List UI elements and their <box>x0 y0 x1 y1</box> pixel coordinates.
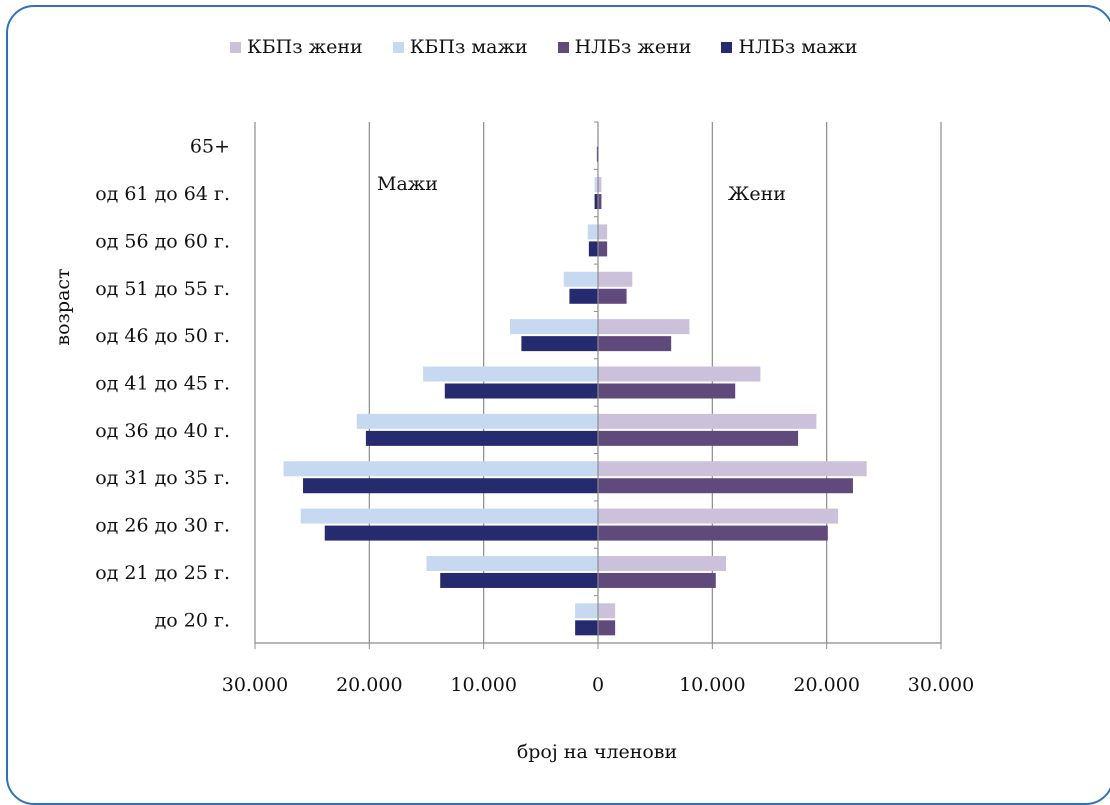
bar-НЛБз-жени-8 <box>598 525 828 541</box>
bar-НЛБз-жени-3 <box>598 288 627 304</box>
y-tick-label-8: од 26 до 30 г. <box>95 515 230 537</box>
bar-КБПз-мажи-4 <box>509 319 598 335</box>
legend-item-nlbz-zheni: НЛБз жени <box>557 36 692 58</box>
legend: КБПз жени КБПз мажи НЛБз жени НЛБз мажи <box>230 36 887 58</box>
bar-КБПз-жени-9 <box>598 555 727 571</box>
annotation-right: Жени <box>728 183 786 205</box>
bar-НЛБз-жени-5 <box>598 383 736 399</box>
bar-КБПз-мажи-10 <box>575 603 598 619</box>
bar-КБПз-мажи-5 <box>423 366 598 382</box>
bar-НЛБз-жени-2 <box>598 241 608 257</box>
bar-НЛБз-мажи-9 <box>440 572 598 588</box>
x-axis-label: број на членови <box>517 741 677 763</box>
legend-label-kbpz-zheni: КБПз жени <box>247 36 363 58</box>
legend-label-nlbz-mazhi: НЛБз мажи <box>738 36 858 58</box>
legend-label-nlbz-zheni: НЛБз жени <box>574 36 692 58</box>
bar-НЛБз-мажи-10 <box>575 620 598 636</box>
y-tick-label-10: до 20 г. <box>155 609 230 631</box>
bar-КБПз-жени-5 <box>598 366 761 382</box>
bar-КБПз-жени-6 <box>598 413 817 429</box>
bar-КБПз-жени-8 <box>598 508 839 524</box>
bar-НЛБз-жени-1 <box>598 194 602 210</box>
bar-НЛБз-мажи-5 <box>444 383 598 399</box>
legend-swatch-kbpz-mazhi <box>392 41 404 53</box>
bar-КБПз-мажи-9 <box>426 555 598 571</box>
bar-НЛБз-мажи-4 <box>521 336 598 352</box>
x-tick-label-2: 10.000 <box>450 674 516 696</box>
bar-КБПз-жени-1 <box>598 177 602 193</box>
legend-swatch-nlbz-mazhi <box>721 41 733 53</box>
y-tick-label-9: од 21 до 25 г. <box>95 562 230 584</box>
x-tick-label-3: 0 <box>592 674 604 696</box>
bar-НЛБз-мажи-3 <box>569 288 598 304</box>
bar-НЛБз-мажи-2 <box>588 241 598 257</box>
x-tick-label-1: 20.000 <box>336 674 402 696</box>
y-tick-label-5: од 41 до 45 г. <box>95 373 230 395</box>
y-axis-label: возраст <box>52 268 74 345</box>
bar-КБПз-жени-7 <box>598 461 867 477</box>
bar-НЛБз-мажи-6 <box>365 430 598 446</box>
y-tick-label-4: од 46 до 50 г. <box>95 325 230 347</box>
bar-КБПз-мажи-6 <box>356 413 598 429</box>
legend-item-nlbz-mazhi: НЛБз мажи <box>721 36 857 58</box>
bar-НЛБз-жени-7 <box>598 478 853 494</box>
y-tick-label-3: од 51 до 55 г. <box>95 278 230 300</box>
y-tick-label-2: од 56 до 60 г. <box>95 230 230 252</box>
bar-КБПз-жени-3 <box>598 271 633 287</box>
y-tick-label-0: 65+ <box>190 136 230 158</box>
bar-КБПз-жени-2 <box>598 224 608 240</box>
x-tick-label-6: 30.000 <box>908 674 974 696</box>
bar-КБПз-мажи-3 <box>563 271 598 287</box>
x-tick-label-5: 20.000 <box>793 674 859 696</box>
bar-НЛБз-жени-9 <box>598 572 716 588</box>
y-tick-label-7: од 31 до 35 г. <box>95 467 230 489</box>
bar-НЛБз-жени-10 <box>598 620 616 636</box>
bar-НЛБз-мажи-8 <box>324 525 598 541</box>
bar-КБПз-мажи-8 <box>300 508 598 524</box>
legend-swatch-nlbz-zheni <box>557 41 569 53</box>
legend-label-kbpz-mazhi: КБПз мажи <box>409 36 528 58</box>
legend-item-kbpz-mazhi: КБПз мажи <box>392 36 528 58</box>
bar-КБПз-мажи-1 <box>594 177 598 193</box>
bar-НЛБз-мажи-7 <box>303 478 598 494</box>
bar-КБПз-мажи-7 <box>283 461 598 477</box>
legend-item-kbpz-zheni: КБПз жени <box>230 36 363 58</box>
legend-swatch-kbpz-zheni <box>230 41 241 53</box>
bar-НЛБз-жени-6 <box>598 430 799 446</box>
bar-КБПз-жени-4 <box>598 319 690 335</box>
y-tick-label-1: од 61 до 64 г. <box>95 183 230 205</box>
annotation-left: Мажи <box>377 173 438 195</box>
x-tick-label-0: 30.000 <box>222 674 288 696</box>
bar-КБПз-жени-10 <box>598 603 616 619</box>
bar-КБПз-мажи-2 <box>587 224 598 240</box>
y-tick-label-6: од 36 до 40 г. <box>95 420 230 442</box>
bar-НЛБз-жени-4 <box>598 336 672 352</box>
chart-frame <box>6 5 1110 805</box>
x-tick-label-4: 10.000 <box>679 674 745 696</box>
bar-НЛБз-мажи-1 <box>594 194 598 210</box>
